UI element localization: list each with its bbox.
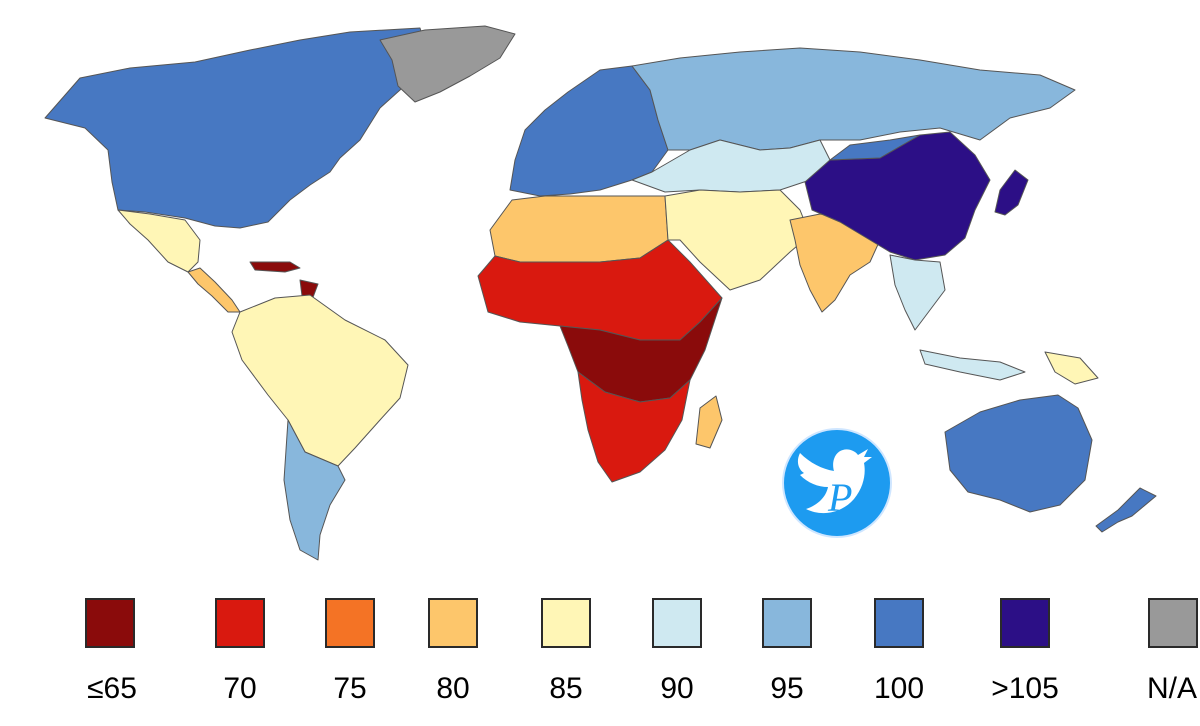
region-north-america	[44, 27, 431, 229]
bird-icon	[797, 449, 872, 514]
region-argentina-chile	[283, 419, 346, 561]
region-middle-east	[664, 189, 811, 291]
legend-label-100: 100	[873, 672, 925, 705]
region-madagascar	[695, 395, 723, 449]
legend-swatch-95	[762, 598, 812, 648]
legend-label-95: 95	[770, 672, 804, 705]
legend: ≤65 70 75 80 85 90 95 100 >105 N/A	[0, 590, 1200, 726]
legend-label-80: 80	[436, 672, 470, 705]
legend-label-85: 85	[549, 672, 583, 705]
legend-label-70: 70	[223, 672, 257, 705]
region-mongolia	[829, 134, 921, 161]
world-map	[44, 25, 1157, 561]
watermark-letter: P	[827, 475, 852, 520]
legend-label-le65: ≤65	[87, 672, 137, 705]
legend-swatch-85	[541, 598, 591, 648]
legend-swatch-70	[215, 598, 265, 648]
legend-label-na: N/A	[1147, 672, 1197, 705]
twitter-watermark: P	[782, 428, 892, 538]
legend-swatch-90	[652, 598, 702, 648]
legend-label-75: 75	[333, 672, 367, 705]
region-southeast-asia	[889, 254, 946, 331]
legend-swatch-le65	[85, 598, 135, 648]
region-caribbean	[249, 261, 319, 301]
region-north-africa	[489, 195, 669, 263]
legend-label-gt105: >105	[991, 672, 1059, 705]
region-japan	[994, 169, 1029, 216]
region-south-america	[231, 294, 409, 467]
region-russia	[631, 47, 1076, 151]
legend-swatch-na	[1148, 598, 1198, 648]
region-new-zealand	[1095, 487, 1157, 533]
region-australia	[944, 394, 1093, 513]
legend-swatch-80	[428, 598, 478, 648]
legend-swatch-100	[874, 598, 924, 648]
legend-label-90: 90	[660, 672, 694, 705]
legend-swatch-75	[325, 598, 375, 648]
region-central-america	[187, 267, 241, 313]
region-southern-africa	[577, 371, 691, 483]
region-greenland	[379, 25, 516, 103]
region-papua	[1044, 351, 1099, 385]
legend-swatch-gt105	[1000, 598, 1050, 648]
region-mexico	[117, 209, 201, 273]
region-indonesia	[919, 349, 1026, 381]
